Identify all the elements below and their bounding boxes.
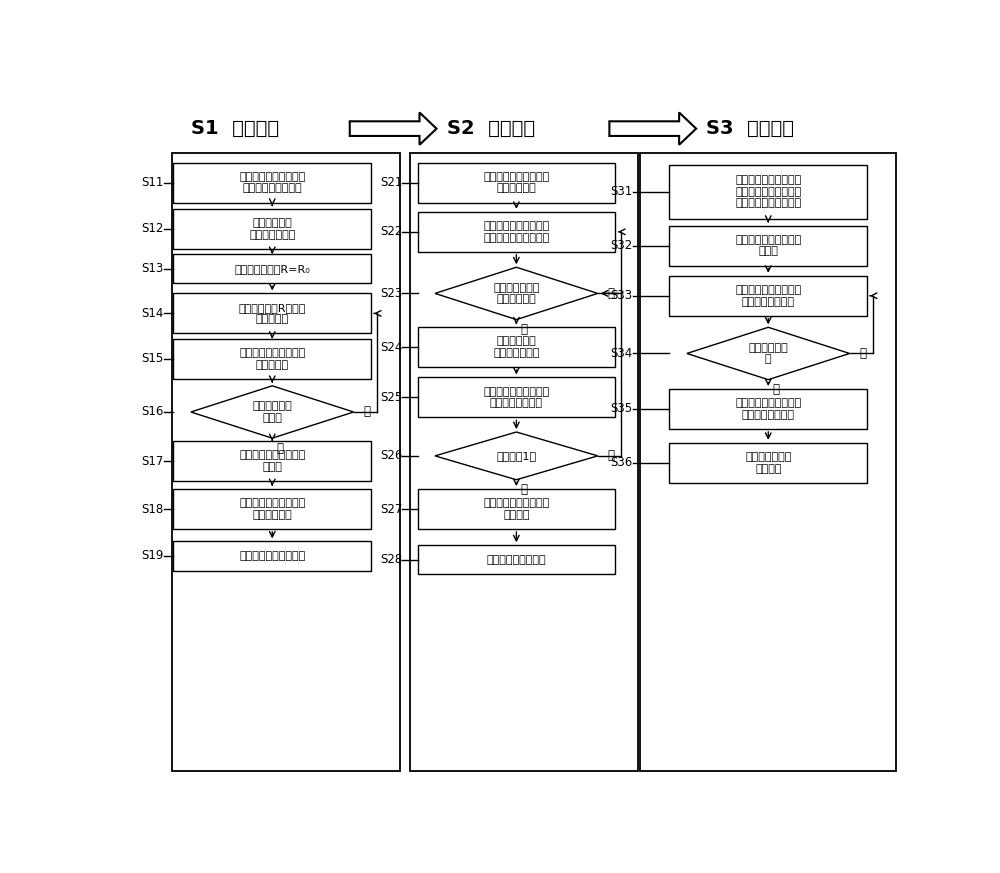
Text: 选取分区间的边界受控
节点为待调整节点: 选取分区间的边界受控 节点为待调整节点 xyxy=(735,285,801,306)
Bar xyxy=(172,154,400,771)
Text: S1  降维聚类: S1 降维聚类 xyxy=(191,119,279,138)
Bar xyxy=(418,377,615,417)
Bar xyxy=(410,154,638,771)
Bar xyxy=(173,162,371,203)
Text: 影响区内连通
？: 影响区内连通 ？ xyxy=(748,343,788,364)
Text: 得到还原后的原系统分
区方案: 得到还原后的原系统分 区方案 xyxy=(735,235,801,257)
Text: 按连通层次顺序分配受
控节点，形成初始分区: 按连通层次顺序分配受 控节点，形成初始分区 xyxy=(483,221,550,243)
Text: 是: 是 xyxy=(772,383,780,396)
Bar xyxy=(418,489,615,529)
Text: 输出简化后的系统信息: 输出简化后的系统信息 xyxy=(239,551,305,561)
Text: S27: S27 xyxy=(380,503,402,516)
Text: 令初始聚类半径R=R₀: 令初始聚类半径R=R₀ xyxy=(234,264,310,274)
Text: 是: 是 xyxy=(276,442,284,455)
Bar xyxy=(173,541,371,571)
Text: 根据节点簇信息简化电
网拓扑: 根据节点簇信息简化电 网拓扑 xyxy=(239,450,305,472)
Bar xyxy=(418,212,615,251)
Bar xyxy=(173,489,371,529)
Text: 否: 否 xyxy=(607,287,614,300)
Polygon shape xyxy=(350,113,437,145)
Text: 根据简化后的系统分区
将节点簇中的节点分区
号与简化后的节点一致: 根据简化后的系统分区 将节点簇中的节点分区 号与简化后的节点一致 xyxy=(735,175,801,209)
Text: 计算节点电气
距离形成聚类数: 计算节点电气 距离形成聚类数 xyxy=(249,218,295,239)
Text: 多目标模块度指标筛选
最优分区: 多目标模块度指标筛选 最优分区 xyxy=(483,498,550,519)
Text: 输出简化后系统分区: 输出简化后系统分区 xyxy=(487,555,546,565)
Text: S22: S22 xyxy=(380,225,402,238)
Text: S19: S19 xyxy=(141,549,164,562)
Text: 输出原系统最终
分区方案: 输出原系统最终 分区方案 xyxy=(745,452,791,474)
Text: S11: S11 xyxy=(141,176,164,189)
Text: S15: S15 xyxy=(142,353,164,366)
Text: S17: S17 xyxy=(141,455,164,468)
Text: S12: S12 xyxy=(141,223,164,235)
Text: 否: 否 xyxy=(859,347,866,360)
Bar xyxy=(418,546,615,574)
Text: S35: S35 xyxy=(610,402,633,416)
Polygon shape xyxy=(687,327,850,380)
Bar xyxy=(640,154,896,771)
Polygon shape xyxy=(435,267,598,320)
Bar xyxy=(173,293,371,333)
Text: S24: S24 xyxy=(380,340,402,354)
Bar xyxy=(173,441,371,481)
Text: 将聚合节点集的连通子
集作为节簇: 将聚合节点集的连通子 集作为节簇 xyxy=(239,348,305,369)
Text: S2  分裂凝聚: S2 分裂凝聚 xyxy=(447,119,535,138)
Text: S33: S33 xyxy=(610,289,633,302)
Bar xyxy=(173,209,371,249)
Text: S36: S36 xyxy=(610,457,633,470)
Bar xyxy=(669,388,867,429)
Text: 归并所有相连电气分区
中电气距离最近者: 归并所有相连电气分区 中电气距离最近者 xyxy=(483,387,550,409)
Bar xyxy=(669,165,867,219)
Bar xyxy=(173,254,371,284)
Bar xyxy=(669,276,867,316)
Text: S34: S34 xyxy=(610,347,633,360)
Text: 分区数为1？: 分区数为1？ xyxy=(496,450,536,461)
Text: S21: S21 xyxy=(380,176,402,189)
Bar xyxy=(418,162,615,203)
Text: 根据节点簇信息对电压
控制向量降维: 根据节点簇信息对电压 控制向量降维 xyxy=(239,498,305,519)
Bar xyxy=(669,443,867,483)
Text: 存在模块度增大
的相连分区？: 存在模块度增大 的相连分区？ xyxy=(493,283,540,304)
Text: 根据简化系统信息将无
功源独立成区: 根据简化系统信息将无 功源独立成区 xyxy=(483,172,550,193)
Polygon shape xyxy=(191,386,354,438)
Text: S25: S25 xyxy=(380,391,402,404)
Bar xyxy=(173,339,371,379)
Text: 归并其中电气
距离最近的分区: 归并其中电气 距离最近的分区 xyxy=(493,336,540,358)
Text: S3  还原调整: S3 还原调整 xyxy=(706,119,794,138)
Bar xyxy=(418,327,615,368)
Bar xyxy=(669,225,867,265)
Text: S23: S23 xyxy=(380,287,402,300)
Text: S13: S13 xyxy=(142,262,164,275)
Text: S18: S18 xyxy=(142,503,164,516)
Text: 是: 是 xyxy=(521,484,528,496)
Text: 化简程度满足
设定？: 化简程度满足 设定？ xyxy=(252,402,292,423)
Text: S26: S26 xyxy=(380,450,402,463)
Text: 否: 否 xyxy=(363,405,370,418)
Polygon shape xyxy=(435,432,598,480)
Text: 是: 是 xyxy=(521,323,528,336)
Text: 根据初始系统信息计算
无功源电压控制向量: 根据初始系统信息计算 无功源电压控制向量 xyxy=(239,172,305,193)
Text: 按模块度最优原则调整
边界受控节点分区: 按模块度最优原则调整 边界受控节点分区 xyxy=(735,398,801,420)
Text: S31: S31 xyxy=(610,185,633,198)
Text: S16: S16 xyxy=(141,405,164,418)
Text: 否: 否 xyxy=(607,450,614,463)
Text: S14: S14 xyxy=(141,307,164,320)
Text: 计算聚类半径R对应的
聚合节点集: 计算聚类半径R对应的 聚合节点集 xyxy=(239,303,306,324)
Text: S32: S32 xyxy=(610,239,633,252)
Text: S28: S28 xyxy=(380,553,402,567)
Polygon shape xyxy=(609,113,696,145)
